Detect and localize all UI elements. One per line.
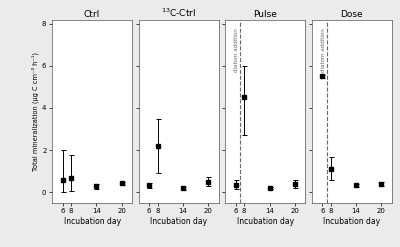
X-axis label: Incubation day: Incubation day <box>237 217 294 226</box>
Title: Dose: Dose <box>340 10 363 19</box>
Text: diatom addition: diatom addition <box>234 28 239 72</box>
Text: diatom addition: diatom addition <box>320 28 326 72</box>
Y-axis label: Total mineralization (µg C cm⁻³ h⁻¹): Total mineralization (µg C cm⁻³ h⁻¹) <box>32 52 39 171</box>
Title: $^{13}$C-Ctrl: $^{13}$C-Ctrl <box>161 7 196 19</box>
X-axis label: Incubation day: Incubation day <box>323 217 380 226</box>
X-axis label: Incubation day: Incubation day <box>150 217 207 226</box>
Title: Ctrl: Ctrl <box>84 10 100 19</box>
Title: Pulse: Pulse <box>253 10 277 19</box>
X-axis label: Incubation day: Incubation day <box>64 217 121 226</box>
